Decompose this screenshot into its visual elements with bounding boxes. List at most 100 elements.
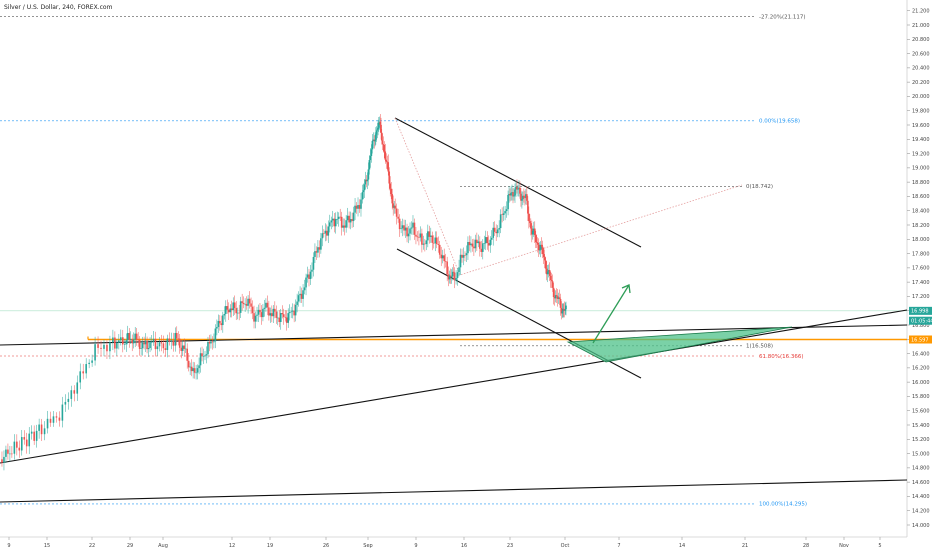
candle-body — [427, 231, 429, 241]
candle-body — [58, 417, 61, 421]
candle-body — [511, 192, 513, 193]
candle-body — [109, 342, 111, 352]
candle-body — [256, 314, 258, 316]
candle-body — [328, 222, 331, 227]
candle-body — [450, 276, 453, 277]
candle-body — [377, 127, 379, 130]
candle-body — [201, 353, 203, 357]
candle-body — [547, 270, 550, 272]
candle-body — [541, 246, 544, 255]
y-tick-label: 20.400 — [912, 66, 930, 72]
candle-body — [339, 216, 341, 218]
candle-body — [400, 228, 402, 230]
candle-body — [28, 433, 31, 447]
candle-body — [248, 298, 251, 304]
candle-body — [223, 313, 226, 316]
candle-body — [235, 308, 238, 314]
candle-body — [5, 449, 7, 457]
candle-body — [97, 344, 99, 348]
candle-body — [521, 199, 523, 201]
y-tick-label: 18.600 — [912, 194, 930, 200]
x-tick-label: 5 — [878, 543, 881, 549]
candle-body — [561, 311, 564, 314]
candle-body — [424, 243, 426, 245]
x-tick-label: 23 — [507, 543, 513, 549]
candle-body — [480, 248, 483, 252]
candle-body — [378, 122, 380, 128]
candle-body — [499, 214, 502, 229]
candle-body — [542, 254, 545, 258]
candle-body — [556, 296, 559, 299]
candle-body — [451, 271, 454, 277]
candle-body — [409, 228, 411, 234]
candle-body — [216, 326, 218, 329]
candle-body — [300, 293, 303, 299]
candle-body — [557, 297, 560, 299]
candle-body — [413, 222, 416, 235]
candle-body — [528, 213, 530, 222]
x-tick-label: 16 — [461, 543, 467, 549]
candle-body — [184, 348, 187, 350]
candle-body — [404, 227, 407, 231]
candle-body — [392, 203, 394, 208]
candle-body — [532, 230, 534, 235]
candle-body — [76, 382, 79, 394]
candle-body — [226, 306, 229, 310]
x-tick-label: 26 — [323, 543, 329, 549]
x-tick-label: 29 — [127, 543, 133, 549]
candle-body — [266, 302, 269, 308]
candle-body — [464, 255, 466, 256]
candle-body — [233, 302, 236, 309]
candle-body — [1, 459, 3, 463]
candle-body — [358, 205, 361, 209]
candle-body — [553, 297, 556, 299]
candle-body — [241, 301, 243, 303]
candle-body — [483, 243, 486, 244]
candle-body — [166, 338, 169, 350]
candle-body — [522, 195, 524, 200]
candle-body — [487, 243, 490, 246]
candle-body — [288, 312, 291, 314]
y-tick-label: 19.800 — [912, 109, 930, 115]
y-tick-label: 16.000 — [912, 380, 930, 386]
y-tick-label: 14.000 — [912, 523, 930, 529]
candle-body — [376, 129, 379, 131]
candle-body — [315, 251, 318, 253]
candle-body — [320, 238, 322, 250]
candle-body — [403, 225, 405, 231]
candle-body — [205, 354, 208, 356]
candle-body — [538, 249, 541, 251]
bullish-arrow-shaft — [592, 284, 630, 344]
candle-body — [447, 274, 450, 280]
candle-body — [125, 340, 128, 345]
candle-body — [302, 290, 304, 299]
candle-body — [181, 345, 184, 351]
candle-body — [425, 240, 428, 245]
candle-body — [242, 302, 245, 305]
candle-body — [247, 298, 249, 306]
fib-level-label: -27.20%(21.117) — [759, 14, 806, 20]
trendline-neckline — [0, 324, 908, 346]
candle-body — [441, 255, 444, 259]
candle-body — [9, 453, 11, 455]
candle-body — [230, 308, 233, 311]
candle-body — [268, 307, 270, 316]
candle-body — [551, 281, 554, 288]
candle-body — [558, 297, 561, 300]
y-tick-label: 18.000 — [912, 237, 930, 243]
candle-body — [514, 189, 516, 196]
x-tick-label: Aug — [158, 543, 168, 549]
candle-body — [141, 342, 144, 349]
candle-body — [131, 339, 134, 344]
candle-body — [333, 218, 336, 227]
candle-body — [468, 241, 471, 246]
price-tag-label: 16.597 — [911, 337, 929, 343]
candle-body — [361, 192, 364, 200]
candle-body — [326, 230, 328, 236]
candle-body — [456, 272, 459, 278]
candle-body — [103, 344, 105, 349]
candle-body — [330, 220, 333, 223]
candle-body — [122, 337, 124, 345]
candle-body — [225, 306, 227, 314]
